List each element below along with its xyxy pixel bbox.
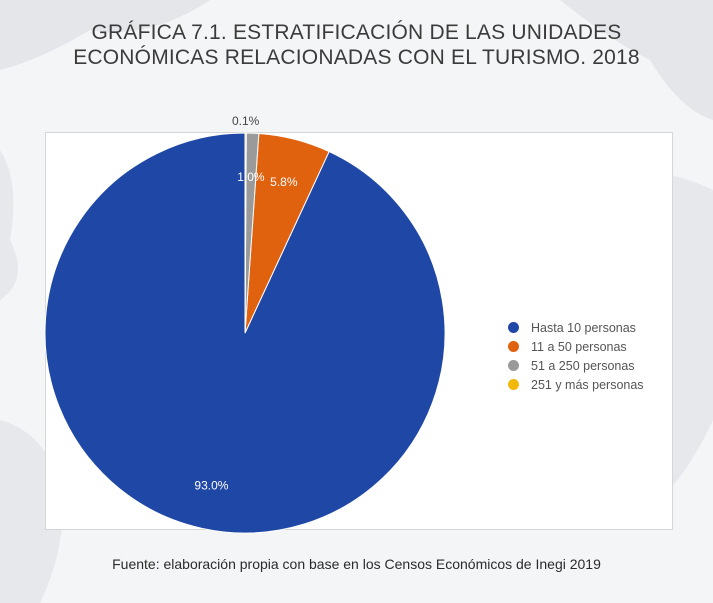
- legend-swatch-2: [508, 360, 519, 371]
- pie-slice-3: [244, 132, 247, 334]
- legend-label-0: Hasta 10 personas: [531, 320, 636, 335]
- pie-label-0: 93.0%: [194, 478, 228, 492]
- legend-swatch-3: [508, 379, 519, 390]
- legend-label-2: 51 a 250 personas: [531, 358, 635, 373]
- chart-title-line-1: GRÁFICA 7.1. ESTRATIFICACIÓN DE LAS UNID…: [91, 21, 622, 44]
- pie-label-3: 0.1%: [232, 114, 260, 128]
- chart-title: GRÁFICA 7.1. ESTRATIFICACIÓN DE LAS UNID…: [0, 20, 713, 70]
- chart-legend: Hasta 10 personas 11 a 50 personas 51 a 25…: [508, 318, 644, 394]
- source-note: Fuente: elaboración propia con base en l…: [112, 556, 601, 572]
- legend-swatch-1: [508, 341, 519, 352]
- legend-label-1: 11 a 50 personas: [531, 339, 627, 354]
- legend-item-2: 51 a 250 personas: [508, 356, 644, 375]
- legend-label-3: 251 y más personas: [531, 377, 644, 392]
- pie-label-2: 1.0%: [237, 170, 265, 184]
- chart-title-line-2: ECONÓMICAS RELACIONADAS CON EL TURISMO. …: [73, 46, 640, 69]
- legend-item-0: Hasta 10 personas: [508, 318, 644, 337]
- legend-swatch-0: [508, 322, 519, 333]
- legend-item-1: 11 a 50 personas: [508, 337, 644, 356]
- legend-item-3: 251 y más personas: [508, 375, 644, 394]
- pie-label-1: 5.8%: [270, 175, 298, 189]
